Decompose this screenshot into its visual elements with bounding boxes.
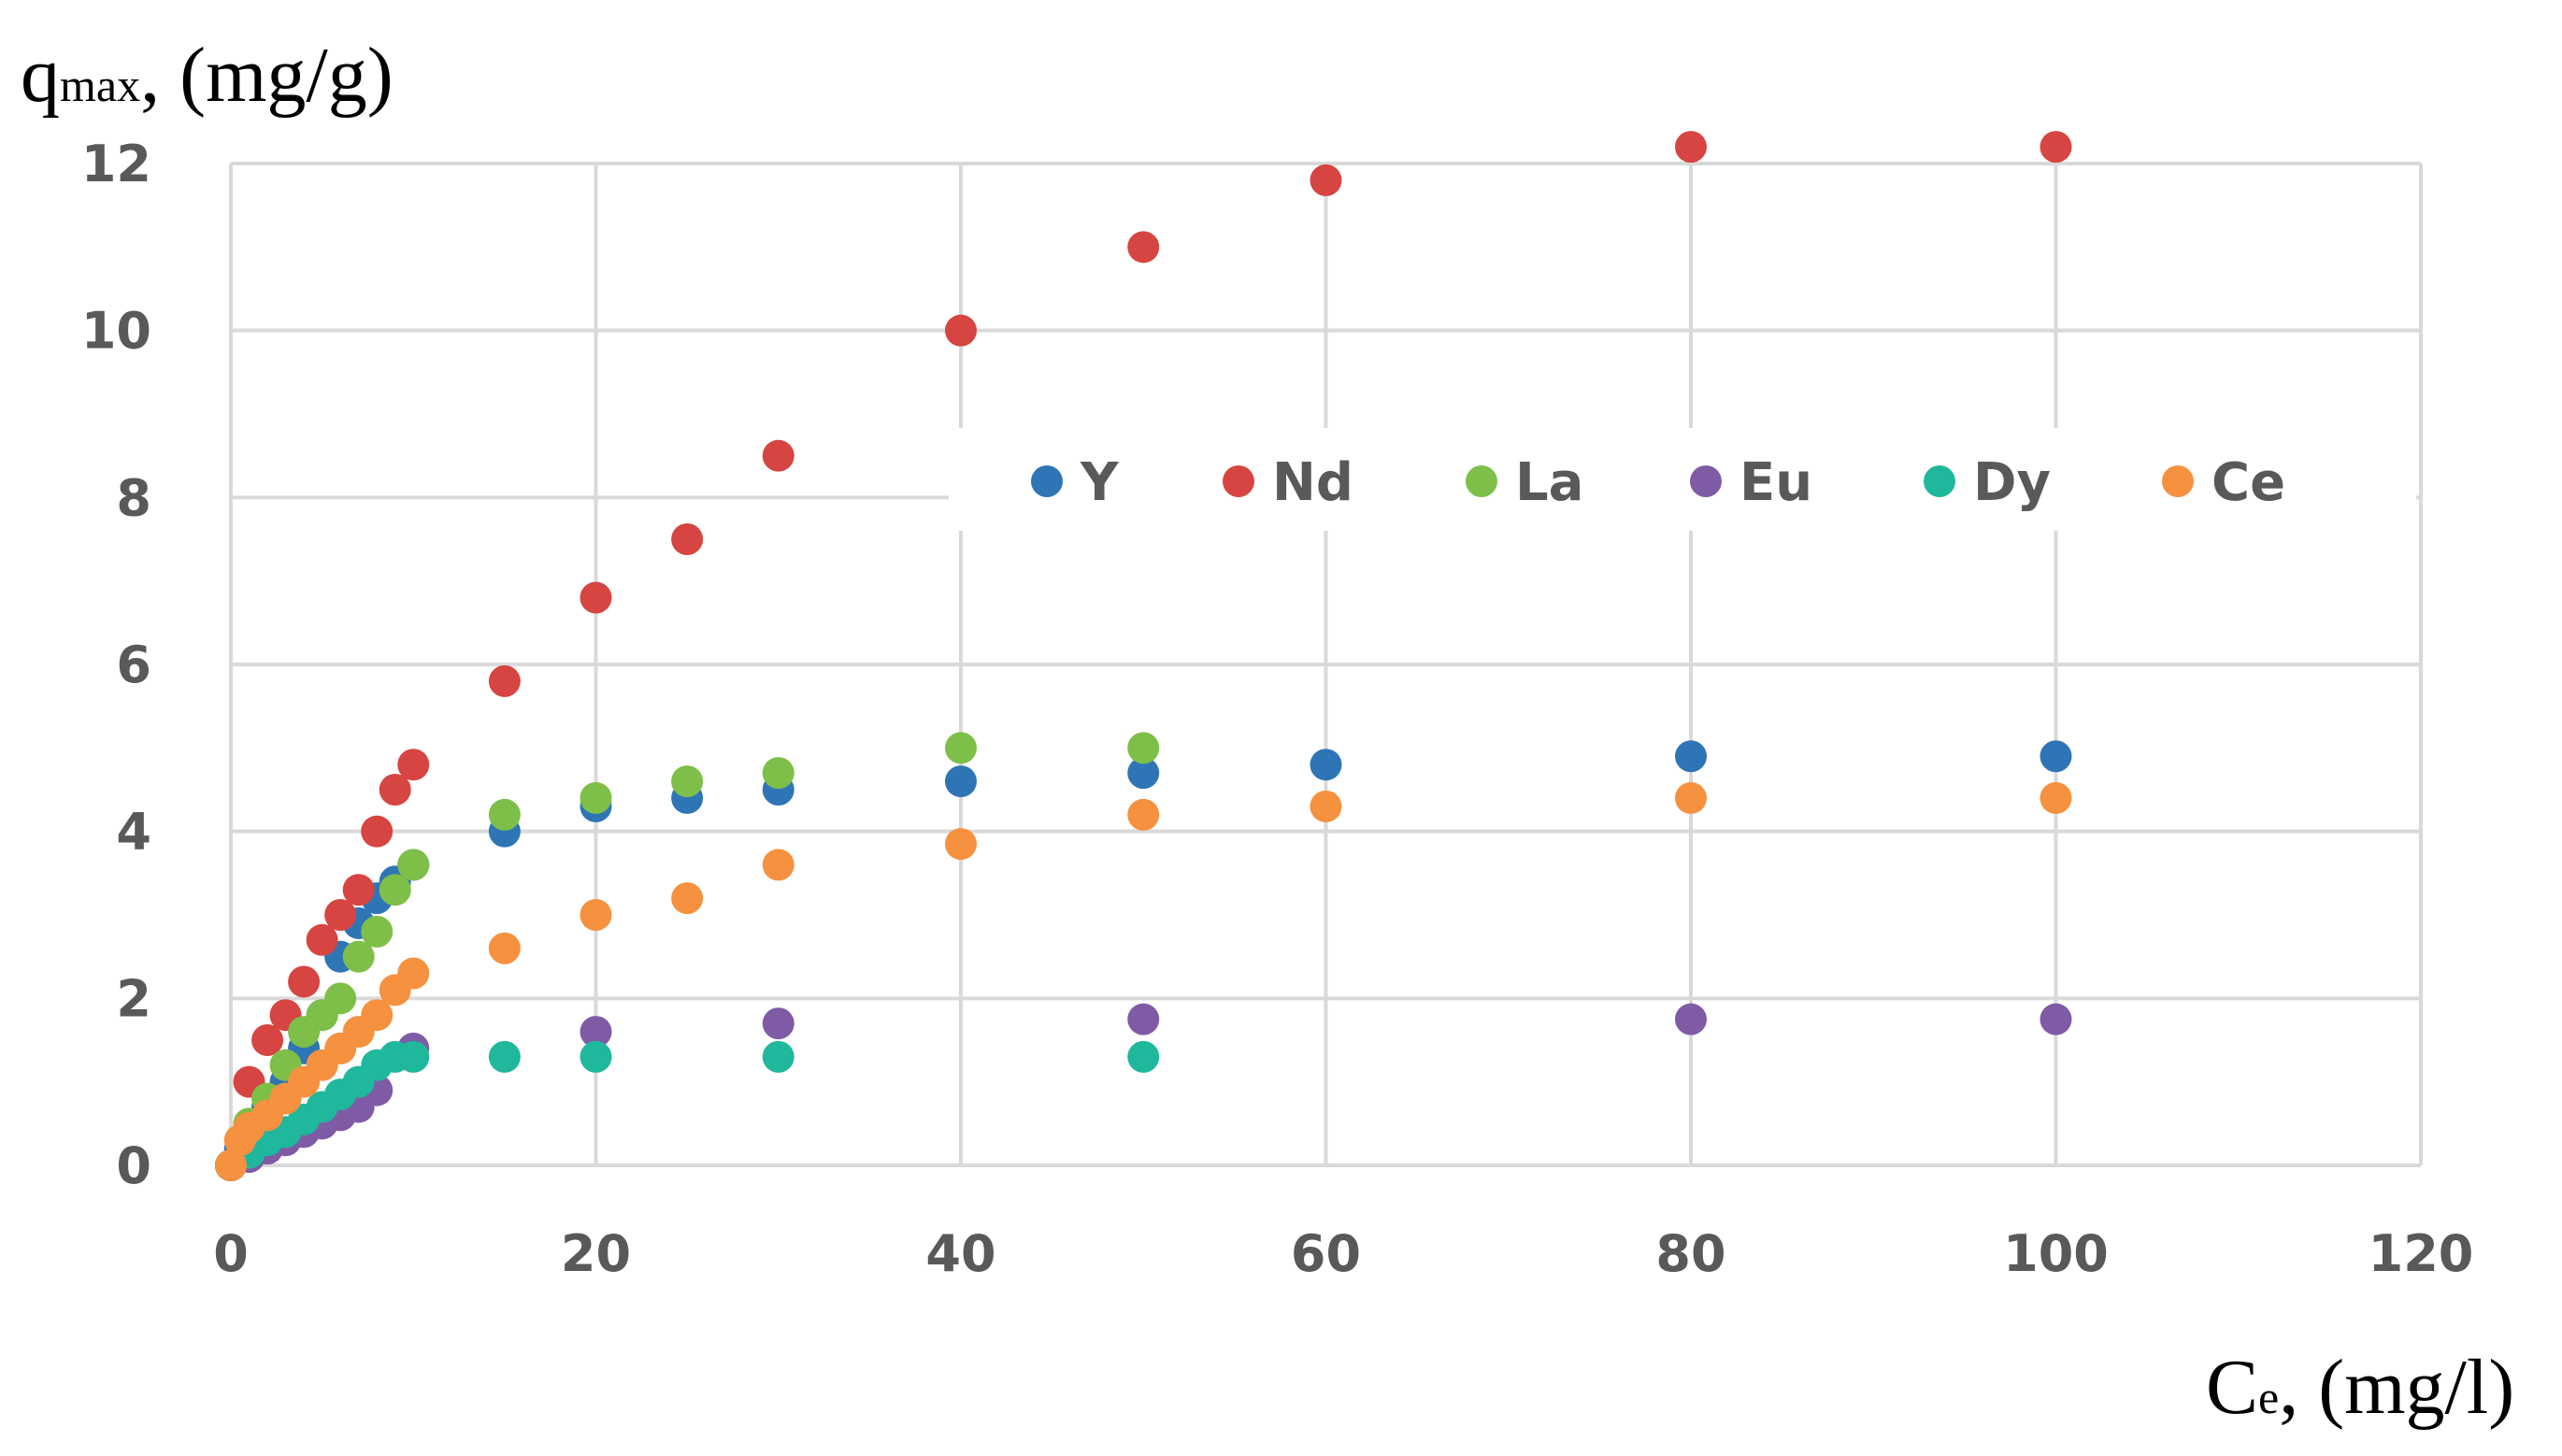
x-tick-label: 20 bbox=[561, 1224, 631, 1283]
data-point-dy bbox=[762, 1040, 794, 1073]
y-tick-label: 2 bbox=[116, 969, 151, 1028]
legend-marker bbox=[1466, 465, 1497, 497]
data-point-nd bbox=[488, 664, 521, 697]
data-point-nd bbox=[379, 774, 411, 806]
data-point-la bbox=[361, 915, 394, 948]
legend: Y Nd La Eu Dy Ce bbox=[949, 428, 2416, 531]
series-la bbox=[215, 732, 1160, 1181]
x-tick-label: 120 bbox=[2369, 1224, 2474, 1283]
data-point-ce bbox=[945, 828, 977, 861]
x-tick-label: 0 bbox=[213, 1224, 249, 1283]
legend-marker bbox=[1924, 465, 1955, 497]
data-point-y bbox=[1310, 749, 1342, 781]
data-point-dy bbox=[397, 1040, 430, 1073]
data-point-nd bbox=[342, 874, 375, 906]
data-point-dy bbox=[1127, 1040, 1160, 1073]
data-point-y bbox=[2040, 740, 2072, 773]
legend-label: Ce bbox=[2211, 452, 2285, 513]
legend-marker bbox=[2162, 465, 2194, 497]
data-point-ce bbox=[361, 999, 394, 1032]
data-point-nd bbox=[671, 523, 704, 555]
legend-label: Eu bbox=[1739, 452, 1812, 513]
legend-item-eu: Eu bbox=[1690, 452, 1812, 513]
y-axis-title: qmax, (mg/g) bbox=[21, 32, 394, 119]
data-point-nd bbox=[306, 923, 338, 956]
y-tick-label: 4 bbox=[116, 803, 151, 862]
legend-marker bbox=[1031, 465, 1063, 497]
data-point-nd bbox=[251, 1024, 284, 1056]
legend-label: Nd bbox=[1272, 452, 1353, 513]
data-points bbox=[215, 131, 2072, 1181]
y-tick-label: 10 bbox=[81, 302, 151, 361]
data-point-la bbox=[488, 798, 521, 831]
x-tick-label: 40 bbox=[925, 1224, 995, 1283]
legend-marker bbox=[1690, 465, 1722, 497]
data-point-nd bbox=[1675, 131, 1707, 164]
y-tick-label: 0 bbox=[116, 1136, 151, 1195]
data-point-eu bbox=[1127, 1003, 1160, 1035]
y-tick-label: 8 bbox=[116, 468, 151, 527]
data-point-y bbox=[1127, 757, 1160, 790]
data-point-la bbox=[379, 874, 411, 906]
data-point-la bbox=[762, 757, 794, 790]
legend-label: Y bbox=[1080, 452, 1120, 513]
data-point-la bbox=[945, 732, 977, 764]
x-tick-label: 60 bbox=[1291, 1224, 1361, 1283]
y-tick-label: 12 bbox=[81, 135, 151, 193]
data-point-ce bbox=[580, 899, 612, 931]
data-point-eu bbox=[2040, 1003, 2072, 1035]
data-point-eu bbox=[762, 1007, 794, 1040]
data-point-eu bbox=[580, 1016, 612, 1049]
data-point-dy bbox=[580, 1040, 612, 1073]
data-point-nd bbox=[1127, 231, 1160, 264]
data-point-ce bbox=[1310, 790, 1342, 822]
data-point-la bbox=[1127, 732, 1160, 764]
data-point-ce bbox=[488, 932, 521, 964]
y-tick-label: 6 bbox=[116, 635, 151, 694]
x-axis-title: Ce, (mg/l) bbox=[2206, 1344, 2514, 1431]
legend-item-y: Y bbox=[1031, 452, 1120, 513]
data-point-ce bbox=[397, 957, 430, 990]
data-point-nd bbox=[580, 581, 612, 614]
data-point-nd bbox=[945, 314, 977, 347]
x-tick-label: 100 bbox=[2003, 1224, 2109, 1283]
data-point-ce bbox=[762, 849, 794, 881]
legend-background bbox=[949, 428, 2416, 531]
data-point-ce bbox=[2040, 781, 2072, 814]
x-tick-label: 80 bbox=[1655, 1224, 1725, 1283]
legend-item-la: La bbox=[1466, 452, 1583, 513]
data-point-ce bbox=[1127, 798, 1160, 831]
data-point-ce bbox=[671, 882, 704, 915]
data-point-la bbox=[580, 781, 612, 814]
data-point-la bbox=[671, 765, 704, 798]
legend-marker bbox=[1223, 465, 1254, 497]
series-ce bbox=[215, 781, 2072, 1181]
legend-item-ce: Ce bbox=[2162, 452, 2285, 513]
data-point-ce bbox=[215, 1149, 247, 1181]
data-point-nd bbox=[762, 439, 794, 472]
data-point-y bbox=[945, 765, 977, 798]
data-point-la bbox=[324, 982, 357, 1015]
data-point-la bbox=[397, 849, 430, 881]
legend-label: Dy bbox=[1973, 452, 2051, 513]
data-point-nd bbox=[397, 749, 430, 781]
data-point-la bbox=[342, 940, 375, 973]
legend-label: La bbox=[1515, 452, 1583, 513]
data-point-nd bbox=[324, 899, 357, 931]
legend-item-dy: Dy bbox=[1924, 452, 2051, 513]
data-point-ce bbox=[1675, 781, 1707, 814]
data-point-nd bbox=[288, 965, 321, 998]
data-point-y bbox=[1675, 740, 1707, 773]
data-point-nd bbox=[361, 815, 394, 848]
data-point-nd bbox=[1310, 164, 1342, 196]
legend-item-nd: Nd bbox=[1223, 452, 1353, 513]
data-point-eu bbox=[1675, 1003, 1707, 1035]
data-point-dy bbox=[488, 1040, 521, 1073]
data-point-nd bbox=[2040, 131, 2072, 164]
